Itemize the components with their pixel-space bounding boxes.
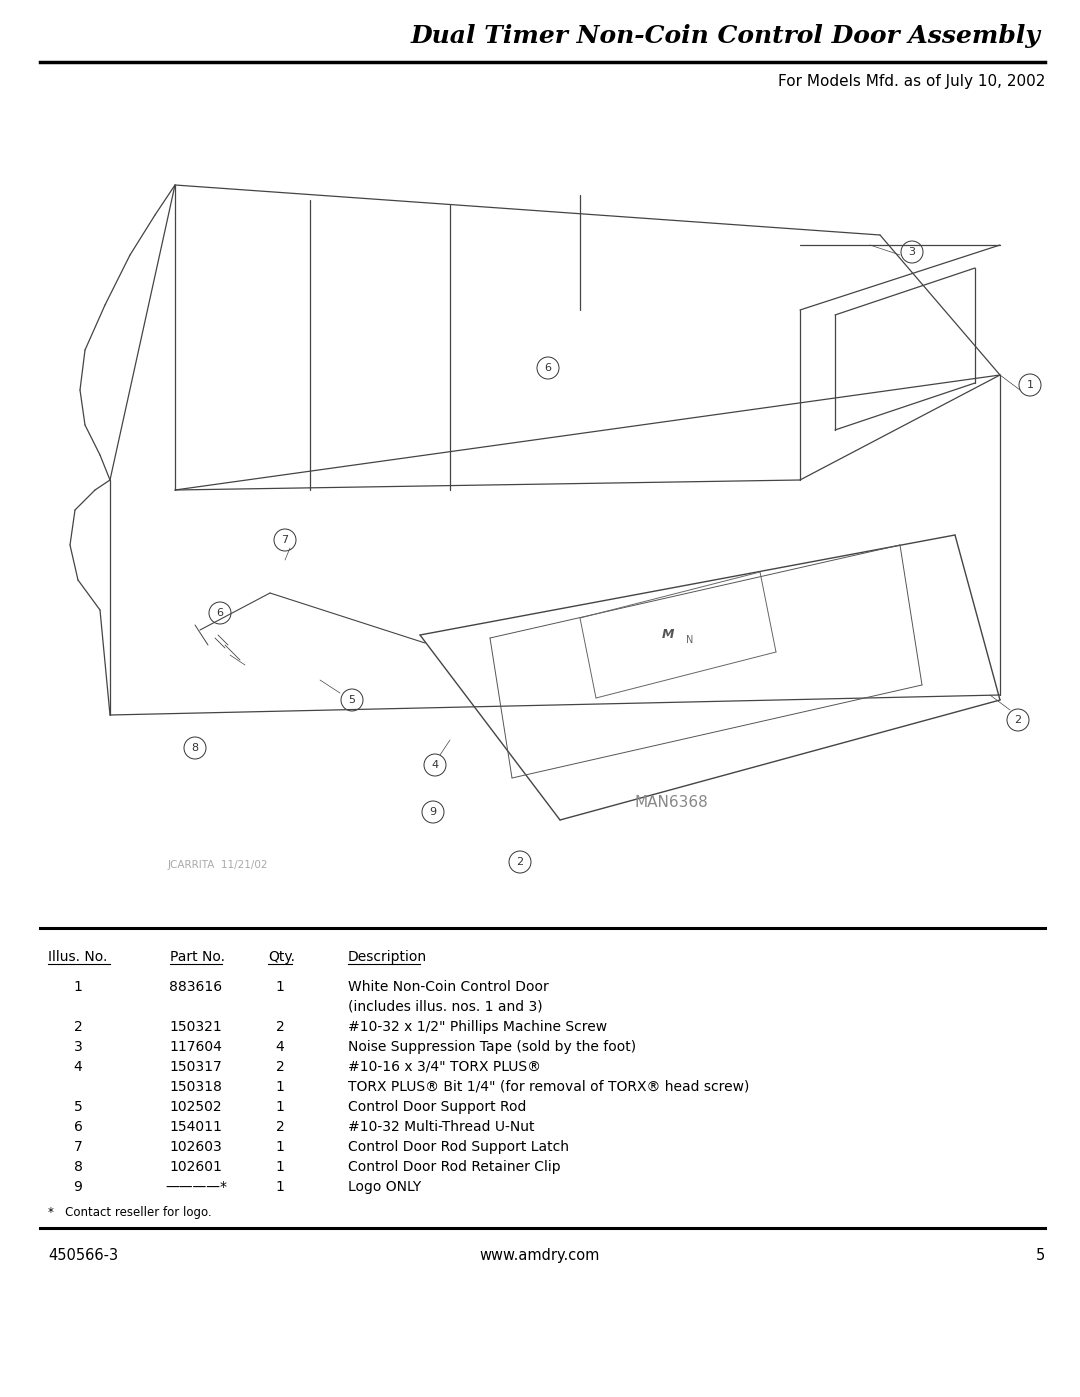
Text: 9: 9: [430, 807, 436, 817]
Text: Qty.: Qty.: [268, 950, 295, 964]
Text: 9: 9: [73, 1180, 82, 1194]
Text: 6: 6: [73, 1120, 82, 1134]
Text: 2: 2: [275, 1120, 284, 1134]
Text: 5: 5: [1036, 1248, 1045, 1263]
Text: *   Contact reseller for logo.: * Contact reseller for logo.: [48, 1206, 212, 1220]
Text: Control Door Rod Support Latch: Control Door Rod Support Latch: [348, 1140, 569, 1154]
Text: #10-16 x 3/4" TORX PLUS®: #10-16 x 3/4" TORX PLUS®: [348, 1060, 541, 1074]
Text: 1: 1: [275, 1160, 284, 1173]
Text: Control Door Support Rod: Control Door Support Rod: [348, 1099, 526, 1113]
Text: Dual Timer Non-Coin Control Door Assembly: Dual Timer Non-Coin Control Door Assembl…: [410, 24, 1040, 47]
Text: 7: 7: [282, 535, 288, 545]
Text: Illus. No.: Illus. No.: [48, 950, 107, 964]
Text: 102601: 102601: [170, 1160, 222, 1173]
Text: 1: 1: [275, 1140, 284, 1154]
Text: 5: 5: [73, 1099, 82, 1113]
Text: 7: 7: [73, 1140, 82, 1154]
Text: 5: 5: [349, 694, 355, 705]
Text: 4: 4: [275, 1039, 284, 1053]
Text: 883616: 883616: [170, 981, 222, 995]
Text: 4: 4: [431, 760, 438, 770]
Text: JCARRITA  11/21/02: JCARRITA 11/21/02: [168, 861, 269, 870]
Text: 2: 2: [516, 856, 524, 868]
Text: 1: 1: [275, 981, 284, 995]
Text: 6: 6: [216, 608, 224, 617]
Text: 117604: 117604: [170, 1039, 222, 1053]
Text: 8: 8: [191, 743, 199, 753]
Text: 450566-3: 450566-3: [48, 1248, 118, 1263]
Text: M: M: [662, 629, 674, 641]
Text: 150321: 150321: [170, 1020, 222, 1034]
Text: 8: 8: [73, 1160, 82, 1173]
Text: #10-32 Multi-Thread U-Nut: #10-32 Multi-Thread U-Nut: [348, 1120, 535, 1134]
Text: 2: 2: [275, 1060, 284, 1074]
Text: 102502: 102502: [170, 1099, 222, 1113]
Text: MAN6368: MAN6368: [635, 795, 708, 810]
Text: #10-32 x 1/2" Phillips Machine Screw: #10-32 x 1/2" Phillips Machine Screw: [348, 1020, 607, 1034]
Text: 2: 2: [275, 1020, 284, 1034]
Text: 154011: 154011: [170, 1120, 222, 1134]
Text: Control Door Rod Retainer Clip: Control Door Rod Retainer Clip: [348, 1160, 561, 1173]
Text: www.amdry.com: www.amdry.com: [480, 1248, 600, 1263]
Text: TORX PLUS® Bit 1/4" (for removal of TORX® head screw): TORX PLUS® Bit 1/4" (for removal of TORX…: [348, 1080, 750, 1094]
Text: 150318: 150318: [170, 1080, 222, 1094]
Text: N: N: [686, 636, 693, 645]
Text: Noise Suppression Tape (sold by the foot): Noise Suppression Tape (sold by the foot…: [348, 1039, 636, 1053]
Text: 102603: 102603: [170, 1140, 222, 1154]
Text: White Non-Coin Control Door: White Non-Coin Control Door: [348, 981, 549, 995]
Text: 2: 2: [73, 1020, 82, 1034]
Text: 1: 1: [73, 981, 82, 995]
Text: 2: 2: [1014, 715, 1022, 725]
Text: 6: 6: [544, 363, 552, 373]
Text: 1: 1: [275, 1080, 284, 1094]
Text: 3: 3: [908, 247, 916, 257]
Text: 3: 3: [73, 1039, 82, 1053]
Text: ————*: ————*: [165, 1180, 227, 1194]
Text: For Models Mfd. as of July 10, 2002: For Models Mfd. as of July 10, 2002: [778, 74, 1045, 89]
Text: (includes illus. nos. 1 and 3): (includes illus. nos. 1 and 3): [348, 1000, 542, 1014]
Text: 150317: 150317: [170, 1060, 222, 1074]
Text: Logo ONLY: Logo ONLY: [348, 1180, 421, 1194]
Text: Description: Description: [348, 950, 427, 964]
Text: 1: 1: [275, 1099, 284, 1113]
Text: 4: 4: [73, 1060, 82, 1074]
Text: 1: 1: [275, 1180, 284, 1194]
Text: 1: 1: [1026, 380, 1034, 390]
Text: Part No.: Part No.: [170, 950, 225, 964]
